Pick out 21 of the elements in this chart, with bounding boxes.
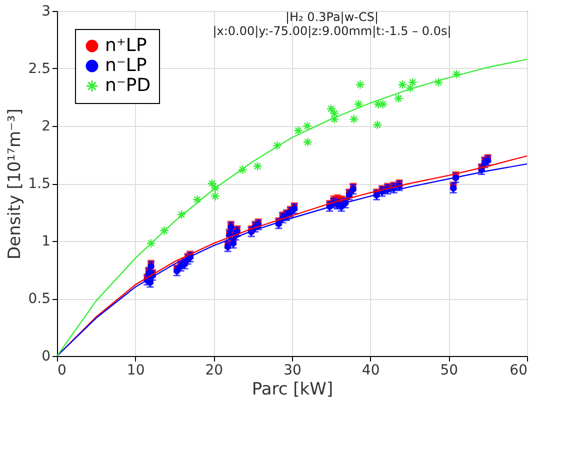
x-axis-title: Parc [kW] xyxy=(252,380,334,400)
y-axis-title: Density [10¹⁷m⁻³] xyxy=(5,108,26,260)
x-tick-label: 20 xyxy=(205,362,224,378)
y-tick-label: 2 xyxy=(42,118,50,134)
y-tick-label: 2.5 xyxy=(28,61,50,77)
legend-label: n⁺LP xyxy=(105,35,147,56)
x-tick-label: 30 xyxy=(284,362,302,378)
legend-label: n⁻PD xyxy=(105,75,151,96)
legend-label: n⁻LP xyxy=(105,55,147,76)
x-tick-label: 40 xyxy=(362,362,380,378)
x-tick-label: 50 xyxy=(440,362,458,378)
y-tick-label: 1.5 xyxy=(28,176,50,192)
y-tick-label: 1 xyxy=(42,234,50,250)
x-tick-label: 10 xyxy=(126,362,145,378)
y-tick-label: 0.5 xyxy=(28,291,50,307)
chart-title: |H₂ 0.3Pa|w-CS| xyxy=(285,10,379,24)
x-tick-label: 60 xyxy=(510,362,528,378)
y-tick-label: 0 xyxy=(42,348,50,364)
y-tick-label: 3 xyxy=(42,4,50,20)
text: |x:0.00|y:-75.00|z:9.00mm|t:-1.5 – 0.0s| xyxy=(212,24,452,38)
x-tick-label: 0 xyxy=(58,362,66,378)
